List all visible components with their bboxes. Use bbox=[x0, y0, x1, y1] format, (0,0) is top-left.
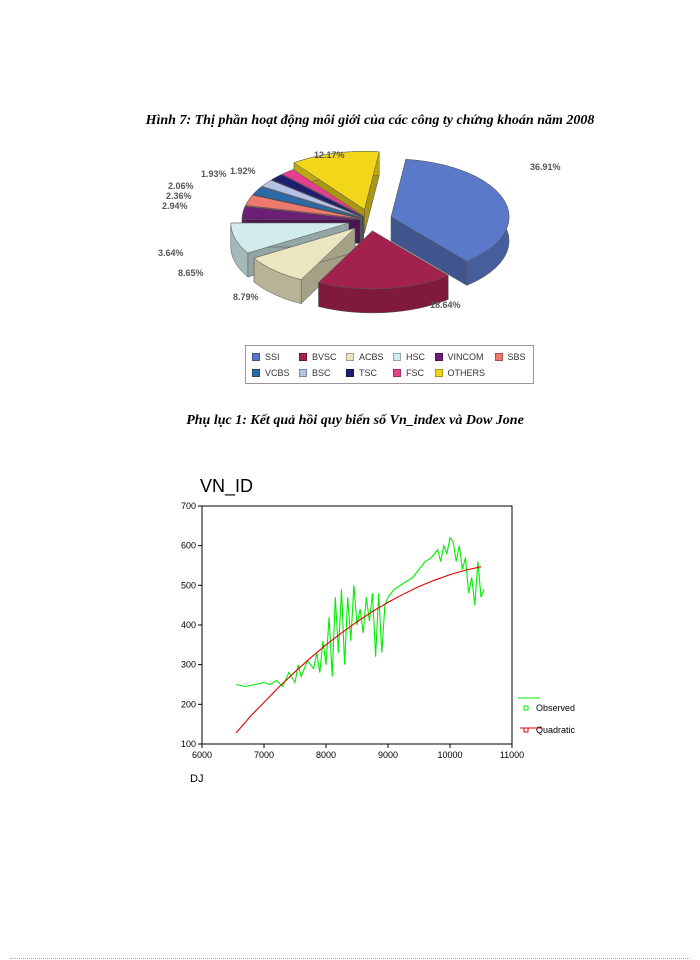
legend-label: FSC bbox=[406, 368, 424, 378]
series-quadratic bbox=[235, 566, 482, 734]
appendix-1-caption: Phụ lục 1: Kết quả hồi quy biến số Vn_in… bbox=[186, 413, 524, 428]
legend-swatch bbox=[299, 369, 307, 377]
legend-swatch bbox=[393, 369, 401, 377]
legend-label: BSC bbox=[312, 368, 331, 378]
legend-label-quadratic: Quadratic bbox=[536, 725, 576, 735]
chart-title: VN_ID bbox=[200, 476, 253, 497]
y-tick-label: 100 bbox=[181, 739, 196, 749]
page-bottom-rule bbox=[10, 958, 690, 959]
pie-label-tsc: 1.93% bbox=[201, 169, 227, 179]
pie-label-ssi: 36.91% bbox=[530, 162, 561, 172]
x-axis-label: DJ bbox=[190, 773, 203, 785]
legend-swatch bbox=[346, 369, 354, 377]
pie-label-sbs: 2.94% bbox=[162, 201, 188, 211]
x-tick-label: 6000 bbox=[192, 750, 212, 760]
pie-label-acbs: 8.79% bbox=[233, 292, 259, 302]
legend-item-ssi: SSI bbox=[252, 349, 291, 365]
y-tick-label: 700 bbox=[181, 501, 196, 511]
y-tick-label: 600 bbox=[181, 541, 196, 551]
legend-item-tsc: TSC bbox=[346, 365, 385, 381]
x-tick-label: 8000 bbox=[316, 750, 336, 760]
series-observed bbox=[235, 536, 485, 688]
legend-item-vincom: VINCOM bbox=[434, 349, 487, 365]
pie-legend: SSI BVSC ACBS HSC VINCOM SBS VCBS BSC TSC FSC OTHE… bbox=[245, 345, 534, 384]
legend-label: SSI bbox=[265, 352, 280, 362]
legend-swatch bbox=[252, 353, 260, 361]
y-tick-label: 400 bbox=[181, 620, 196, 630]
legend-label-observed: Observed bbox=[536, 703, 575, 713]
y-tick-label: 300 bbox=[181, 660, 196, 670]
legend-label: VINCOM bbox=[447, 352, 484, 362]
legend-label: VCBS bbox=[265, 368, 290, 378]
legend-swatch bbox=[299, 353, 307, 361]
pie-label-hsc: 8.65% bbox=[178, 268, 204, 278]
pie-label-bvsc: 18.64% bbox=[430, 300, 461, 310]
legend-item-sbs: SBS bbox=[494, 349, 528, 365]
figure-7-caption: Hình 7: Thị phần hoạt động môi giới của … bbox=[145, 113, 595, 128]
x-tick-label: 10000 bbox=[437, 750, 462, 760]
pie-label-fsc: 1.92% bbox=[230, 166, 256, 176]
legend-swatch bbox=[494, 353, 503, 361]
legend-item-hsc: HSC bbox=[393, 349, 427, 365]
legend-label: OTHERS bbox=[447, 368, 486, 378]
pie-label-vcbs: 2.36% bbox=[166, 191, 192, 201]
pie-label-vincom: 3.64% bbox=[158, 248, 184, 258]
x-tick-label: 9000 bbox=[378, 750, 398, 760]
regression-line-chart: VN_ID 100 200 300 400 500 600 700 6000 7000 8000 90… bbox=[181, 476, 576, 785]
legend-item-bvsc: BVSC bbox=[299, 349, 338, 365]
pie-label-others: 12.17% bbox=[314, 150, 345, 160]
legend-label: TSC bbox=[359, 368, 377, 378]
legend-item-acbs: ACBS bbox=[346, 349, 385, 365]
legend-marker-quadratic bbox=[523, 727, 529, 733]
x-tick-label: 11000 bbox=[500, 750, 524, 760]
legend-swatch bbox=[393, 353, 401, 361]
legend-item-bsc: BSC bbox=[299, 365, 338, 381]
y-tick-label: 200 bbox=[181, 699, 196, 709]
pie-slice-acbs bbox=[253, 227, 356, 305]
pie-label-bsc: 2.06% bbox=[168, 181, 194, 191]
legend-item-others: OTHERS bbox=[434, 365, 487, 381]
pie-slice-ssi bbox=[390, 159, 510, 286]
legend-label: BVSC bbox=[312, 352, 337, 362]
y-tick-label: 500 bbox=[181, 580, 196, 590]
legend-marker-observed bbox=[523, 705, 529, 711]
legend-label: SBS bbox=[507, 352, 526, 362]
pie-slice-bvsc bbox=[318, 230, 449, 314]
legend-swatch bbox=[434, 353, 443, 361]
legend-swatch bbox=[252, 369, 260, 377]
legend-label: HSC bbox=[406, 352, 426, 362]
legend-item-fsc: FSC bbox=[393, 365, 427, 381]
legend-swatch bbox=[346, 353, 354, 361]
market-share-pie-chart: 36.91% 18.64% 8.79% 8.65% 3.64% 2.94%2.36%2.0… bbox=[158, 150, 561, 314]
legend-label: ACBS bbox=[359, 352, 384, 362]
legend-swatch bbox=[434, 369, 443, 377]
x-tick-label: 7000 bbox=[254, 750, 274, 760]
legend-item-vcbs: VCBS bbox=[252, 365, 291, 381]
